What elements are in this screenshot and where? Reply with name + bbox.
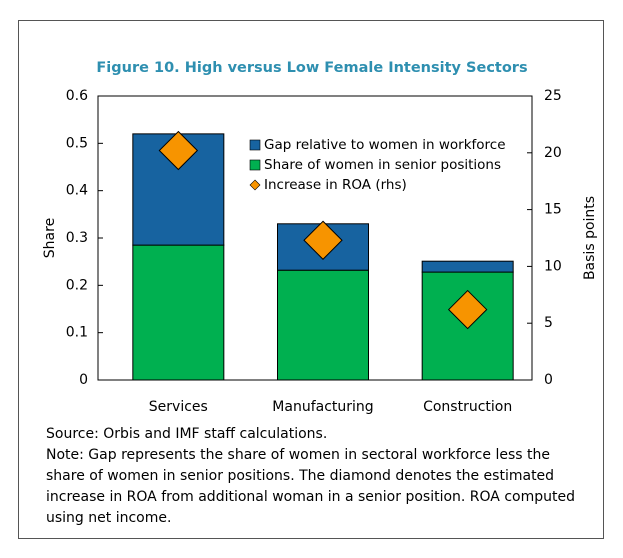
y-tick-label: 0.3 [66,230,88,246]
y2-tick-label: 20 [544,145,562,161]
notes: Source: Orbis and IMF staff calculations… [46,424,576,529]
legend-label: Gap relative to women in workforce [264,137,506,153]
x-tick-label: Services [149,399,208,415]
legend-swatch [249,179,261,191]
y-axis-label: Share [42,218,58,258]
legend-label: Share of women in senior positions [264,157,501,173]
y2-tick-label: 15 [544,202,562,218]
diamond-marker [447,289,488,330]
y-tick-label: 0.1 [66,325,88,341]
bar-segment [421,260,514,273]
x-tick-label: Manufacturing [272,399,373,415]
legend-swatch [249,159,261,171]
note: Note: Gap represents the share of women … [46,447,575,526]
diamond-marker [158,130,199,171]
y-tick-label: 0.5 [66,135,88,151]
y-tick-label: 0.2 [66,277,88,293]
chart: Figure 10. High versus Low Female Intens… [42,60,598,415]
source: Source: Orbis and IMF staff calculations… [46,426,328,442]
y2-tick-label: 10 [544,258,562,274]
y2-tick-label: 0 [544,372,553,388]
legend-label: Increase in ROA (rhs) [264,177,407,193]
frame [18,20,604,539]
y-tick-label: 0 [79,372,88,388]
x-tick-label: Construction [423,399,512,415]
bar-segment [277,269,369,381]
y-tick-label: 0.4 [66,183,88,199]
legend-swatch [249,139,261,151]
y-tick-label: 0.6 [66,88,88,104]
y2-tick-label: 5 [544,315,553,331]
y2-tick-label: 25 [544,88,562,104]
y2-axis-label: Basis points [582,196,598,280]
chart-title: Figure 10. High versus Low Female Intens… [96,60,527,76]
bar-segment [132,244,225,381]
diamond-marker [303,220,343,260]
